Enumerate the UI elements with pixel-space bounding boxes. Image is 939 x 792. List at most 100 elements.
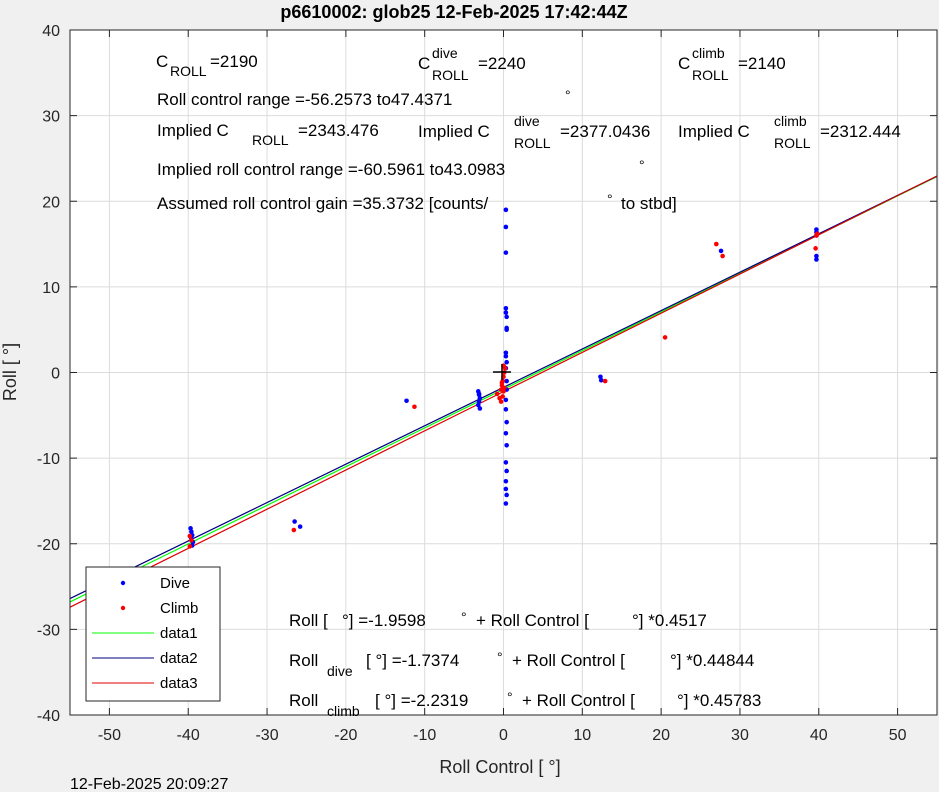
eq3-part-a: Roll [289,691,318,710]
legend: Dive Climb data1 data2 data3 [85,566,221,702]
dive-point [475,402,481,408]
c-climb-superscript: climb [692,45,725,61]
dive-point [504,492,509,498]
equation-dive: Roll dive [ °] =-1.7374 ° + Roll Control… [289,649,754,679]
x-tick-label: 10 [573,727,591,744]
climb-point [662,335,668,340]
dive-point [504,419,509,425]
legend-data3-label: data3 [160,675,198,692]
eq3-part-c: + Roll Control [ [522,691,635,710]
dive-point [503,250,509,255]
dive-point [504,378,509,384]
c-climb-annotation: C climb ROLL =2140 [678,45,786,83]
eq2-part-c: + Roll Control [ [512,651,625,670]
dive-point [503,460,509,465]
equation-climb: Roll climb [ °] =-2.2319 ° + Roll Contro… [289,689,761,719]
x-tick-label: -50 [98,727,121,744]
implied-roll-control-range: Implied roll control range =-60.5961 to4… [157,160,505,179]
y-tick-label: 10 [42,280,60,297]
eq2-part-a: Roll [289,651,318,670]
y-tick-label: 30 [42,109,60,126]
legend-climb-label: Climb [160,600,198,617]
data-points [122,207,820,585]
climb-point [501,385,507,391]
y-tick-label: -30 [37,622,60,639]
dive-point [814,253,819,259]
dive-point [189,529,194,535]
legend-dive-marker [120,580,126,586]
climb-point [714,241,719,247]
y-tick-label: 40 [42,23,60,40]
implied-c-dive-superscript: dive [514,113,540,129]
dive-point [404,398,409,404]
eq1-degree: ° [461,609,467,625]
y-tick-label: 20 [42,194,60,211]
dive-point [504,327,509,332]
x-tick-label: 30 [731,727,749,744]
implied-c-roll-label: Implied C [157,121,229,140]
eq2-subscript: dive [327,663,353,679]
x-tick-label: 50 [889,727,907,744]
implied-range-degree: ° [639,157,645,173]
climb-point [187,544,193,549]
c-climb-value: =2140 [738,54,786,73]
implied-c-dive-subscript: ROLL [514,135,551,151]
c-roll-value: =2190 [210,52,258,71]
climb-point [494,391,500,397]
dive-point [503,305,509,311]
dive-point [503,486,509,492]
legend-data2-label: data2 [160,650,198,667]
x-tick-label: -30 [255,727,278,744]
roll-control-range: Roll control range =-56.2573 to47.4371 [157,90,452,109]
dive-point [297,524,303,529]
climb-point [291,527,297,533]
dive-point [503,207,509,213]
y-tick-label: -10 [37,451,60,468]
dive-point [598,377,604,383]
dive-point [292,519,297,524]
eq2-degree: ° [497,649,503,665]
gain-end: to stbd] [621,194,677,213]
dive-point [718,248,724,254]
y-tick-label: -20 [37,537,60,554]
implied-c-roll-value: =2343.476 [298,121,379,140]
dive-point [814,257,819,262]
climb-point [602,378,608,384]
climb-point [187,533,193,539]
dive-point [188,526,193,531]
eq3-part-b: [ °] =-2.2319 [375,691,468,710]
eq3-degree: ° [507,689,513,705]
climb-point [501,389,506,394]
axis-ticks: -50 -40 -30 -20 -10 0 10 20 30 40 50 -40 -30 -20 -10 0 1… [37,23,937,744]
c-climb-letter: C [678,54,690,73]
c-dive-subscript: ROLL [432,67,469,83]
gain-degree: ° [607,191,613,207]
x-tick-label: -40 [177,727,200,744]
c-roll-letter: C [156,52,168,71]
eq1-part-c: + Roll Control [ [476,611,589,630]
dive-point [504,359,509,365]
c-dive-superscript: dive [432,45,458,61]
c-climb-subscript: ROLL [692,67,729,83]
eq3-part-d: °] *0.45783 [677,691,761,710]
dive-point [503,501,509,506]
eq2-part-d: °] *0.44844 [670,651,754,670]
implied-c-dive-label: Implied C [418,122,490,141]
climb-point [813,246,818,251]
x-tick-label: 20 [652,727,670,744]
dive-point [503,397,509,403]
climb-point [189,538,194,543]
dive-point [476,391,482,397]
legend-box [85,566,221,702]
dive-point [504,314,509,320]
eq1-part-d: °] *0.4517 [632,611,707,630]
chart-title: p6610002: glob25 12-Feb-2025 17:42:44Z [280,2,627,22]
climb-point [814,231,820,237]
roll-control-range-degree: ° [565,87,571,103]
y-axis-label: Roll [ °] [0,343,20,401]
dive-point [503,407,509,412]
climb-point [499,380,505,386]
y-tick-label: -40 [37,708,60,725]
implied-c-climb-superscript: climb [774,113,807,129]
